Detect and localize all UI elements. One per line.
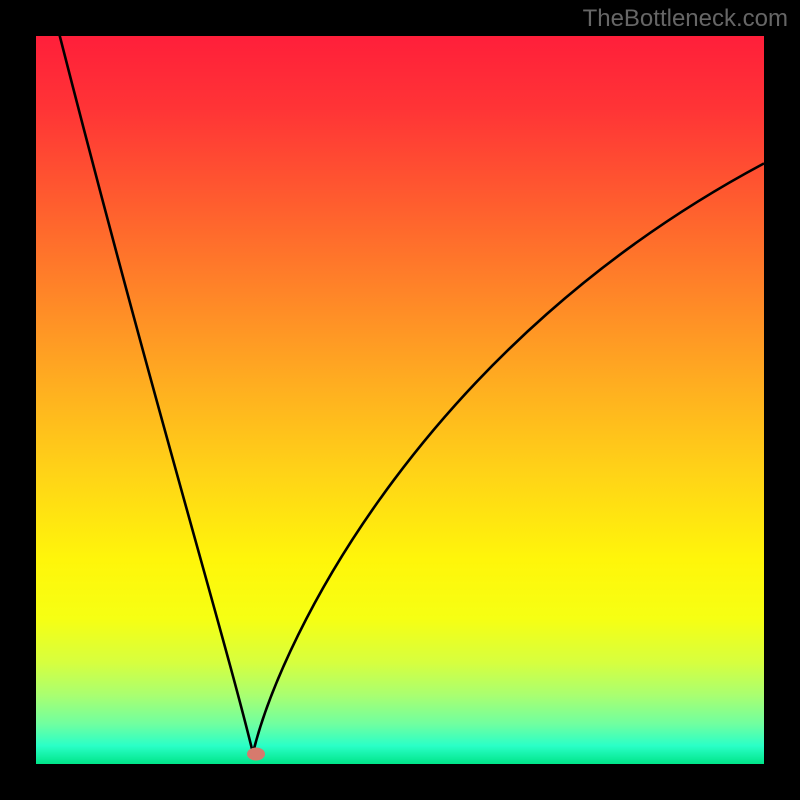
- curve-path: [54, 36, 764, 753]
- vertex-marker: [247, 747, 265, 760]
- chart-frame: TheBottleneck.com: [0, 0, 800, 800]
- watermark-text: TheBottleneck.com: [583, 5, 788, 33]
- plot-area: [36, 36, 764, 764]
- bottleneck-curve: [36, 36, 764, 764]
